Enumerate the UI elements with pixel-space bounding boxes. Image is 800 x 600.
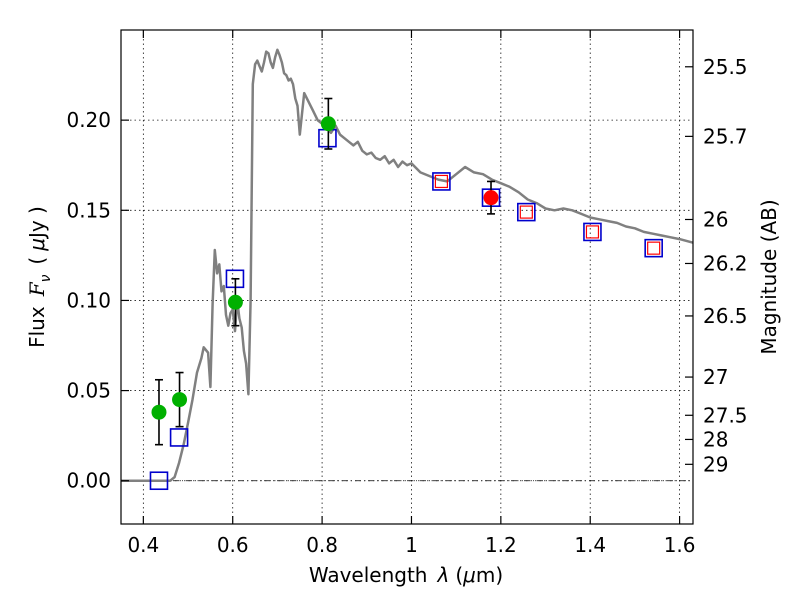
y-axis-label-unit-open: ( bbox=[25, 257, 49, 265]
x-tick-label: 0.4 bbox=[127, 533, 159, 557]
x-axis-label-unit-mu: μ bbox=[462, 563, 476, 587]
x-axis-label-text: Wavelength bbox=[309, 563, 428, 587]
model-photometry-square bbox=[432, 172, 451, 191]
observed-flux-point bbox=[151, 404, 167, 420]
y-tick-label: 0.10 bbox=[66, 288, 111, 312]
y2-tick-label: 29 bbox=[703, 452, 728, 476]
y2-tick-label: 28 bbox=[703, 427, 728, 451]
model-photometry-square bbox=[517, 202, 536, 222]
observed-flux-point bbox=[227, 294, 243, 310]
y2-axis-label: Magnitude (AB) bbox=[757, 199, 781, 354]
y2-tick-label: 25.7 bbox=[703, 124, 748, 148]
observed-flux-point bbox=[483, 190, 499, 206]
x-tick-label: 1 bbox=[405, 533, 418, 557]
y-tick-label: 0.20 bbox=[66, 108, 111, 132]
y-tick-label: 0.05 bbox=[66, 379, 111, 403]
y-tick-label: 0.15 bbox=[66, 198, 111, 222]
y2-tick-label: 25.5 bbox=[703, 55, 748, 79]
y2-tick-label: 27.5 bbox=[703, 403, 748, 427]
observed-open-square bbox=[647, 241, 661, 255]
x-axis: 0.4 0.6 0.8 1 1.2 1.4 1.6 bbox=[127, 30, 696, 557]
x-tick-label: 1.4 bbox=[574, 533, 606, 557]
y-axis-label-subscript: ν bbox=[38, 274, 54, 282]
plot-frame bbox=[120, 29, 694, 525]
x-axis-label: Wavelength λ (μm) bbox=[309, 563, 503, 587]
model-photometry-square bbox=[644, 238, 663, 258]
observed-flux-point bbox=[320, 116, 336, 132]
model-photometry-square bbox=[169, 428, 189, 447]
x-axis-label-unit-rest: m) bbox=[476, 563, 503, 587]
y2-tick-label: 26.2 bbox=[703, 251, 748, 275]
observed-open-square bbox=[519, 205, 533, 219]
marker-layer bbox=[149, 97, 663, 491]
y2-tick-label: 26.5 bbox=[703, 304, 748, 328]
y-axis-label-text: Flux bbox=[25, 306, 49, 348]
y2-tick-label: 26 bbox=[703, 207, 728, 231]
x-tick-label: 0.6 bbox=[217, 533, 249, 557]
y-axis-label-unit-rest: Jy ) bbox=[25, 206, 49, 240]
model-photometry-square bbox=[149, 471, 169, 491]
y2-tick-label: 27 bbox=[703, 365, 728, 389]
y-axis-label-symbol: F bbox=[25, 281, 49, 297]
x-tick-label: 1.2 bbox=[485, 533, 517, 557]
sed-model-line bbox=[121, 48, 694, 482]
y-axis-label: Flux Fν ( μJy ) bbox=[25, 206, 54, 348]
model-line-layer bbox=[121, 48, 694, 482]
x-tick-label: 0.8 bbox=[306, 533, 338, 557]
observed-open-square bbox=[434, 174, 449, 189]
model-photometry-square bbox=[583, 222, 602, 242]
y-axis-label-unit-mu: μ bbox=[25, 238, 49, 252]
y-tick-label: 0.00 bbox=[66, 469, 111, 493]
observed-flux-point bbox=[172, 392, 188, 408]
y-axis: 0.00 0.05 0.10 0.15 0.20 bbox=[66, 108, 129, 493]
x-axis-label-symbol: λ bbox=[436, 563, 449, 587]
x-tick-label: 1.6 bbox=[664, 533, 696, 557]
observed-open-square bbox=[585, 225, 600, 239]
model-photometry-square bbox=[318, 128, 337, 148]
grid-layer bbox=[121, 30, 693, 524]
x-axis-label-unit-open: ( bbox=[455, 563, 463, 587]
